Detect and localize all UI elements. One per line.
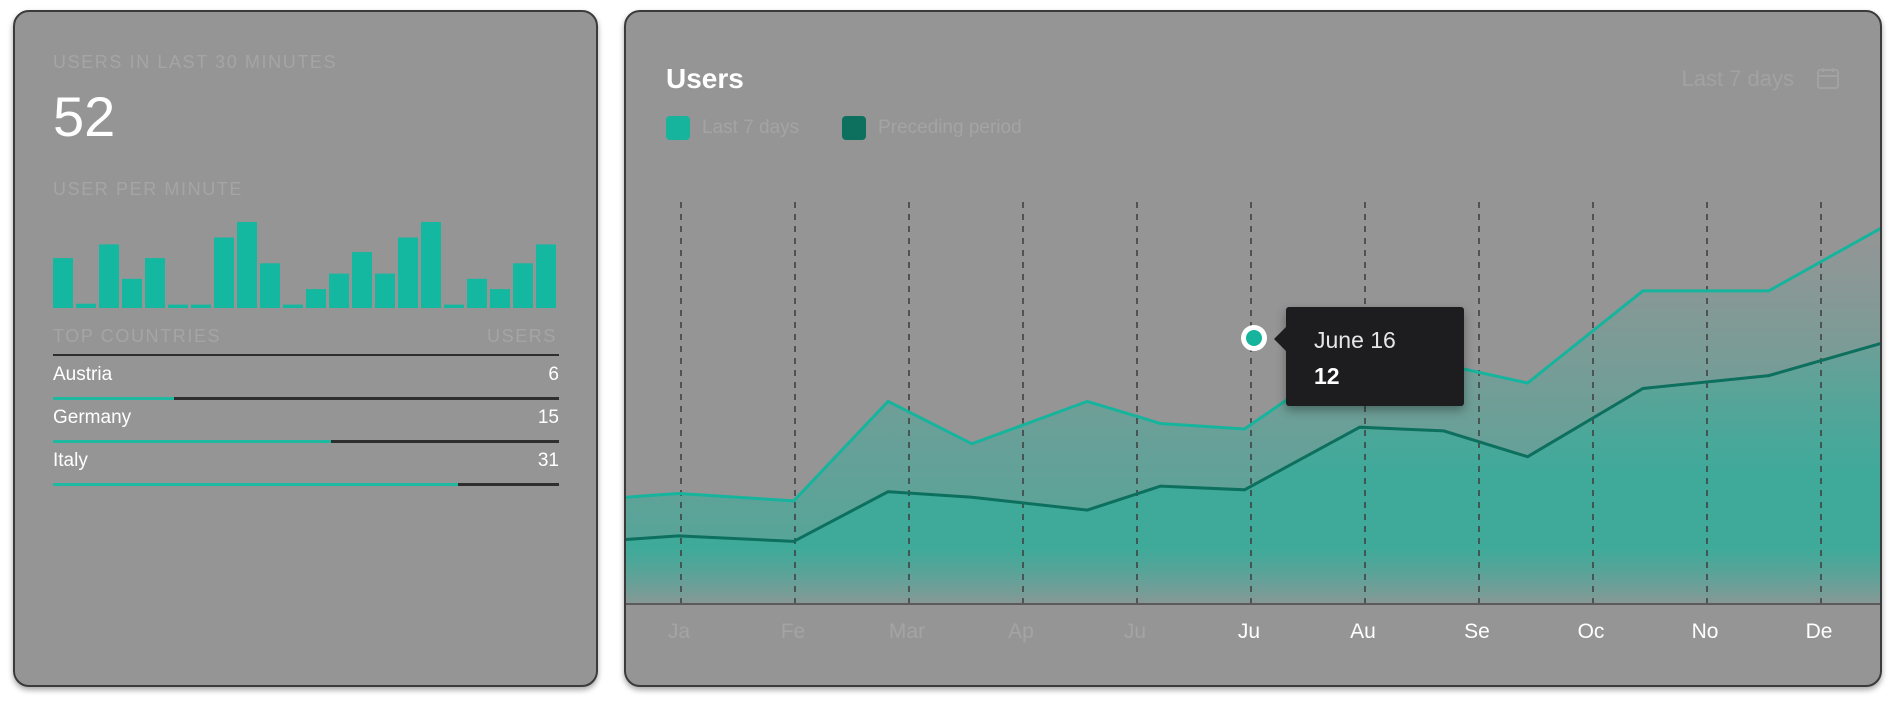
per-minute-bar	[53, 258, 73, 308]
country-name: Italy	[53, 450, 88, 471]
per-minute-bar	[398, 237, 418, 308]
chart-title: Users	[666, 63, 744, 94]
per-minute-bar	[306, 289, 326, 308]
top-countries-label: TOP COUNTRIES	[53, 326, 222, 346]
country-share-fill	[53, 440, 332, 443]
users-per-minute-chart	[53, 222, 556, 308]
legend-swatch	[842, 116, 866, 140]
date-range-selector[interactable]: Last 7 days	[1681, 66, 1794, 91]
country-users: 15	[537, 407, 559, 428]
per-minute-bar	[444, 304, 464, 308]
legend-item-preceding-period[interactable]: Preceding period	[842, 116, 1022, 140]
country-share-bar	[53, 483, 559, 486]
legend-label: Last 7 days	[702, 117, 800, 138]
per-minute-bar	[214, 237, 234, 308]
per-minute-bar	[421, 222, 441, 308]
per-minute-bar	[329, 273, 349, 308]
series-line-last-7-days	[626, 227, 1880, 503]
per-minute-bar	[260, 263, 280, 308]
per-minute-bar	[99, 244, 119, 308]
highlight-point[interactable]	[1246, 330, 1262, 346]
users-area-chart: Ja Fe Mar Ap Ju Ju Au Se Oc No De	[626, 202, 1880, 643]
per-minute-bar	[191, 304, 211, 308]
top-countries-divider	[53, 354, 559, 356]
per-minute-bar	[513, 263, 533, 308]
x-tick-label: Au	[1350, 620, 1376, 643]
country-row-italy[interactable]: Italy 31	[53, 450, 559, 490]
country-row-austria[interactable]: Austria 6	[53, 364, 559, 404]
tooltip-value: 12	[1314, 363, 1340, 389]
top-countries-users-label: USERS	[486, 326, 557, 346]
realtime-card: USERS IN LAST 30 MINUTES 52 USER PER MIN…	[13, 10, 598, 687]
x-tick-label: Ja	[668, 620, 691, 643]
country-share-bar	[53, 397, 559, 400]
series-line-preceding-period	[626, 342, 1880, 543]
country-share-fill	[53, 483, 458, 486]
per-minute-bar	[76, 303, 96, 308]
x-tick-label: Ap	[1008, 620, 1034, 643]
users-chart-card: Ja Fe Mar Ap Ju Ju Au Se Oc No De Users Last 7 day…	[624, 10, 1882, 687]
x-tick-label: De	[1806, 620, 1833, 643]
country-users: 6	[548, 364, 559, 385]
per-minute-bar	[375, 273, 395, 308]
per-minute-bar	[237, 222, 257, 308]
series-area-preceding-period	[626, 343, 1880, 604]
users-per-minute-label: USER PER MINUTE	[53, 179, 244, 199]
x-tick-label: Se	[1464, 620, 1490, 643]
per-minute-bar	[467, 278, 487, 308]
per-minute-bar	[352, 252, 372, 308]
x-tick-label: No	[1692, 620, 1719, 643]
legend-swatch	[666, 116, 690, 140]
x-tick-label: Mar	[889, 620, 925, 643]
country-row-germany[interactable]: Germany 15	[53, 407, 559, 447]
country-share-bar	[53, 440, 559, 443]
legend-label: Preceding period	[878, 117, 1022, 138]
chart-tooltip: June 16 12	[1274, 307, 1464, 406]
users-30min-label: USERS IN LAST 30 MINUTES	[53, 52, 338, 72]
country-users: 31	[537, 450, 559, 471]
tooltip-date: June 16	[1314, 327, 1396, 353]
per-minute-bar	[490, 289, 510, 308]
per-minute-bar	[122, 278, 142, 308]
country-name: Germany	[53, 407, 132, 428]
calendar-icon[interactable]	[1816, 66, 1840, 90]
per-minute-bar	[168, 304, 188, 308]
users-30min-count: 52	[53, 85, 116, 148]
x-tick-label: Oc	[1578, 620, 1605, 643]
per-minute-bar	[283, 304, 303, 308]
country-share-fill	[53, 397, 175, 400]
x-tick-label: Ju	[1124, 620, 1146, 643]
x-tick-label: Ju	[1238, 620, 1260, 643]
country-name: Austria	[53, 364, 113, 385]
legend-item-last-7-days[interactable]: Last 7 days	[666, 116, 799, 140]
per-minute-bar	[145, 258, 165, 308]
per-minute-bar	[536, 244, 556, 308]
x-tick-label: Fe	[781, 620, 806, 643]
